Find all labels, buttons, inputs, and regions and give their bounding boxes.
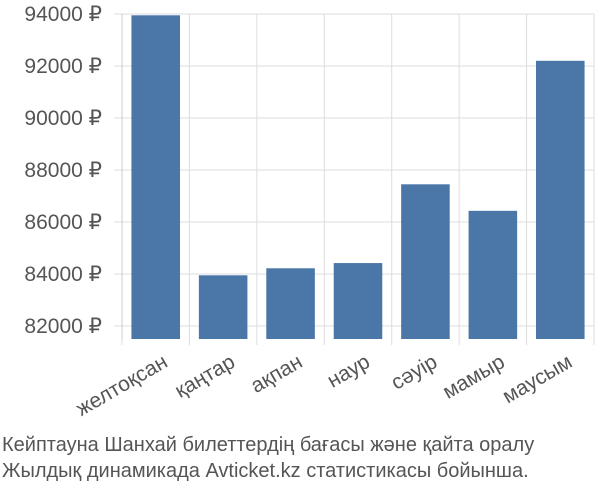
x-tick-label: наур (323, 350, 373, 392)
y-tick-label: 84000 ₽ (24, 263, 102, 286)
bar-3 (333, 263, 383, 339)
chart-caption: Кейптауна Шанхай билеттердің бағасы және… (2, 432, 600, 484)
x-tick-label: ақпан (247, 350, 307, 398)
y-tick-label: 86000 ₽ (24, 211, 102, 234)
bar-4 (401, 184, 450, 339)
bar-2 (266, 268, 315, 339)
y-tick-label: 94000 ₽ (24, 3, 102, 26)
bar-0 (131, 15, 180, 340)
bar-5 (468, 210, 518, 339)
grid-lines (114, 13, 595, 345)
x-tick-label: сәуір (387, 350, 441, 394)
bar-chart: 82000 ₽ 84000 ₽ 86000 ₽ 88000 ₽ 90000 ₽ 92000… (24, 3, 595, 421)
y-tick-label: 92000 ₽ (24, 55, 102, 78)
y-tick-label: 82000 ₽ (24, 315, 102, 338)
x-tick-label: мамыр (439, 350, 509, 404)
x-tick-label: қаңтар (171, 350, 239, 403)
x-tick-label: маусым (499, 350, 576, 408)
caption-line-1: Кейптауна Шанхай билеттердің бағасы және… (2, 434, 535, 456)
y-tick-label: 88000 ₽ (24, 159, 102, 182)
bar-6 (536, 60, 585, 340)
caption-line-2: Жылдық динамикада Avticket.kz статистика… (2, 460, 529, 482)
y-tick-label: 90000 ₽ (24, 107, 102, 130)
bar-1 (198, 275, 248, 339)
y-axis-ticks: 82000 ₽ 84000 ₽ 86000 ₽ 88000 ₽ 90000 ₽ 92000… (24, 3, 102, 338)
x-tick-label: желтоқсан (72, 350, 171, 421)
bars (131, 15, 585, 340)
